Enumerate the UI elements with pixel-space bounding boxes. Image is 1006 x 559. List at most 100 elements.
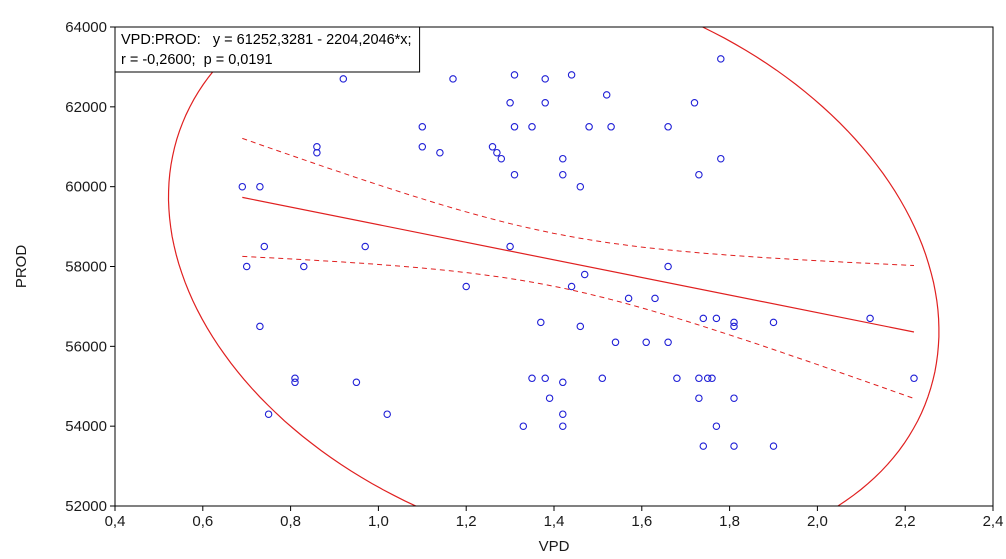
data-point	[519, 422, 528, 430]
x-tick-label: 2,4	[983, 513, 1004, 530]
data-point	[769, 318, 778, 327]
confidence-ellipse	[167, 27, 940, 506]
data-point	[436, 148, 444, 157]
data-point	[418, 123, 427, 131]
data-point	[449, 75, 457, 83]
data-point	[695, 170, 703, 179]
y-tick-label: 58000	[65, 259, 107, 276]
data-point	[510, 170, 519, 179]
data-point	[585, 123, 593, 131]
x-tick-label: 1,2	[456, 513, 477, 530]
y-tick-label: 64000	[65, 19, 107, 36]
data-point	[493, 148, 501, 157]
data-point	[866, 314, 874, 323]
data-point	[260, 242, 269, 251]
data-point	[712, 422, 721, 430]
data-point	[607, 123, 615, 131]
data-point	[624, 294, 633, 303]
data-point	[664, 262, 672, 271]
data-point	[545, 394, 554, 402]
data-point	[567, 282, 576, 291]
y-tick-label: 62000	[65, 99, 107, 116]
data-point	[910, 374, 918, 383]
data-point	[313, 148, 321, 157]
data-point	[699, 314, 708, 323]
data-point	[602, 91, 611, 99]
y-tick-label: 60000	[65, 179, 107, 196]
stats-annotation: VPD:PROD: y = 61252,3281 - 2204,2046*x; …	[114, 26, 421, 73]
data-point	[699, 442, 708, 450]
points-layer	[238, 55, 918, 450]
data-point	[256, 322, 264, 331]
data-point	[488, 143, 497, 151]
data-point	[541, 99, 549, 107]
data-point	[730, 318, 738, 327]
data-point	[418, 143, 427, 151]
data-point	[291, 378, 299, 387]
data-point	[576, 182, 585, 191]
data-point	[580, 270, 589, 279]
data-point	[361, 242, 369, 251]
data-point	[528, 374, 536, 383]
data-point	[695, 394, 703, 402]
data-point	[383, 410, 391, 418]
y-axis-label: PROD	[13, 245, 30, 289]
data-point	[242, 262, 251, 271]
data-point	[537, 318, 545, 327]
confidence-ellipse-layer	[167, 27, 940, 506]
y-tick-label: 54000	[65, 418, 107, 435]
regression-layer	[242, 137, 915, 399]
data-point	[559, 378, 567, 387]
lower-confidence-band	[242, 255, 915, 399]
data-point	[712, 314, 721, 323]
upper-confidence-band	[242, 137, 915, 266]
axes-layer: 0,4 0,6 0,8 1,0 1,2 1,4 1,6 1,8 2,0 2,2 2,4 52000 54…	[65, 19, 1003, 530]
data-point	[497, 154, 506, 163]
x-tick-label: 0,8	[280, 513, 301, 530]
data-point	[695, 374, 703, 383]
data-point	[611, 338, 620, 347]
data-point	[567, 71, 576, 79]
data-point	[664, 338, 672, 347]
regression-line	[242, 196, 915, 333]
data-point	[300, 262, 308, 271]
data-point	[291, 374, 299, 383]
x-tick-label: 1,4	[544, 513, 565, 530]
stats-line-1: VPD:PROD: y = 61252,3281 - 2204,2046*x;	[121, 32, 412, 48]
data-point	[264, 410, 273, 418]
data-point	[541, 75, 549, 83]
y-tick-label: 56000	[65, 338, 107, 355]
data-point	[462, 282, 470, 291]
data-point	[576, 322, 585, 331]
data-point	[506, 242, 514, 251]
data-point	[352, 378, 361, 387]
x-tick-label: 1,8	[719, 513, 740, 530]
data-point	[708, 374, 716, 383]
data-point	[730, 394, 738, 402]
data-point	[673, 374, 681, 383]
data-point	[339, 75, 348, 83]
y-tick-label: 52000	[65, 498, 107, 515]
stats-annotation-box	[114, 26, 421, 73]
data-point	[642, 338, 650, 347]
data-point	[510, 123, 519, 131]
data-point	[651, 294, 659, 303]
data-point	[559, 410, 567, 418]
x-tick-label: 1,6	[631, 513, 652, 530]
x-tick-label: 2,0	[807, 513, 828, 530]
data-point	[541, 374, 549, 383]
data-point	[717, 154, 725, 163]
x-axis-label: VPD	[539, 538, 570, 555]
x-tick-label: 0,4	[105, 513, 126, 530]
data-point	[730, 442, 738, 450]
data-point	[510, 71, 519, 79]
data-point	[769, 442, 778, 450]
data-point	[528, 123, 536, 131]
plot-frame	[114, 26, 994, 507]
x-tick-label: 1,0	[368, 513, 389, 530]
data-point	[730, 322, 738, 331]
data-point	[664, 123, 672, 131]
data-point	[703, 374, 712, 383]
x-tick-label: 0,6	[192, 513, 213, 530]
